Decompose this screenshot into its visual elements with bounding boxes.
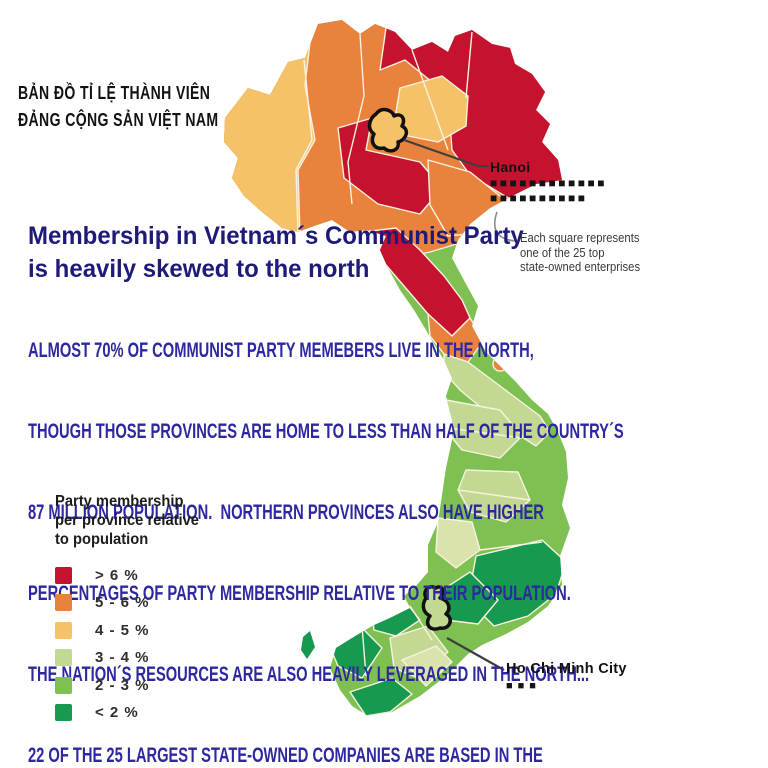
phu-quoc-island (301, 631, 315, 659)
hanoi-annotation: Hanoi ■■■■■■■■■■■■ ■■■■■■■■■■ (490, 159, 607, 205)
hcmc-squares: ■■■ (506, 680, 541, 692)
legend-label: 4 - 5 % (95, 621, 150, 639)
body-line: THOUGH THOSE PROVINCES ARE HOME TO LESS … (28, 420, 624, 443)
vietnamese-title-line2: ĐẢNG CỘNG SẢN VIỆT NAM (18, 110, 219, 130)
squares-caption-line3: state-owned enterprises (520, 260, 641, 274)
province-shape (435, 517, 481, 569)
hcmc-leader-line (446, 636, 505, 672)
province-shape (427, 313, 485, 363)
headline-line2: is heavily skewed to the north (28, 255, 370, 283)
map-legend: Party membership per province relative t… (55, 492, 212, 727)
body-line: ALMOST 70% OF COMMUNIST PARTY MEMEBERS L… (28, 339, 534, 362)
legend-row: 4 - 5 % (55, 617, 212, 645)
province-shape (401, 645, 453, 687)
legend-row: 2 - 3 % (55, 672, 212, 700)
province-shape (349, 677, 413, 716)
province-border (479, 541, 543, 551)
legend-swatch (55, 704, 72, 722)
legend-row: < 2 % (55, 699, 212, 727)
hanoi-squares-row2: ■■■■■■■■■■ (490, 191, 588, 205)
province-border (361, 625, 367, 677)
body-paragraph: ALMOST 70% OF COMMUNIST PARTY MEMEBERS L… (28, 283, 624, 768)
body-line: PERCENTAGES OF PARTY MEMBERSHIP RELATIVE… (28, 582, 571, 605)
caption-leader-line (493, 211, 517, 242)
legend-title: Party membership per province relative t… (55, 492, 199, 550)
province-border (465, 31, 473, 99)
province-border (447, 427, 523, 439)
squares-caption: Each square represents one of the 25 top… (520, 231, 640, 275)
legend-row: 5 - 6 % (55, 589, 212, 617)
hanoi-squares-row1: ■■■■■■■■■■■■ (490, 176, 607, 190)
vietnamese-title: BẢN ĐỒ TỈ LỆ THÀNH VIÊN ĐẢNG CỘNG SẢN VI… (18, 80, 218, 134)
legend-label: 3 - 4 % (95, 649, 150, 667)
body-line: 87 MILLION POPULATION. NORTHERN PROVINCE… (28, 501, 544, 524)
province-border (457, 489, 531, 501)
hcmc-outline (421, 585, 452, 631)
body-line: 22 OF THE 25 LARGEST STATE-OWNED COMPANI… (28, 744, 543, 767)
hanoi-label: Hanoi (490, 159, 531, 175)
legend-row: 3 - 4 % (55, 644, 212, 672)
legend-items: > 6 % 5 - 6 % 4 - 5 % 3 - 4 % 2 - 3 % < … (55, 562, 212, 727)
legend-label: > 6 % (95, 566, 139, 584)
legend-label: 5 - 6 % (95, 594, 150, 612)
legend-label: 2 - 3 % (95, 676, 150, 694)
squares-caption-line2: one of the 25 top (520, 245, 605, 260)
province-border (295, 59, 313, 233)
legend-swatch (55, 621, 72, 639)
legend-title-line3: to population (55, 531, 149, 549)
legend-title-line2: per province relative (55, 512, 199, 530)
hanoi-leader-line (403, 139, 489, 167)
squares-caption-line1: Each square represents (520, 231, 640, 245)
legend-row: > 6 % (55, 562, 212, 590)
province-shape (443, 353, 551, 447)
headline-line1: Membership in Vietnam´s Communist Party (28, 222, 524, 250)
legend-swatch (55, 594, 72, 612)
hcmc-label: Ho Chi Minh City (506, 661, 627, 677)
legend-swatch (55, 649, 72, 667)
headline: Membership in Vietnam´s Communist Party … (28, 220, 524, 286)
legend-swatch (55, 566, 72, 584)
legend-title-line1: Party membership (55, 493, 184, 510)
hanoi-outline (367, 107, 409, 153)
hcmc-annotation: Ho Chi Minh City ■■■ (506, 661, 627, 693)
legend-label: < 2 % (95, 704, 139, 722)
province-border (347, 33, 365, 205)
province-border (409, 605, 433, 641)
province-border (411, 49, 449, 151)
body-line: THE NATION´S RESOURCES ARE ALSO HEAVILY … (28, 663, 590, 686)
vietnamese-title-line1: BẢN ĐỒ TỈ LỆ THÀNH VIÊN (18, 83, 211, 103)
legend-swatch (55, 676, 72, 694)
